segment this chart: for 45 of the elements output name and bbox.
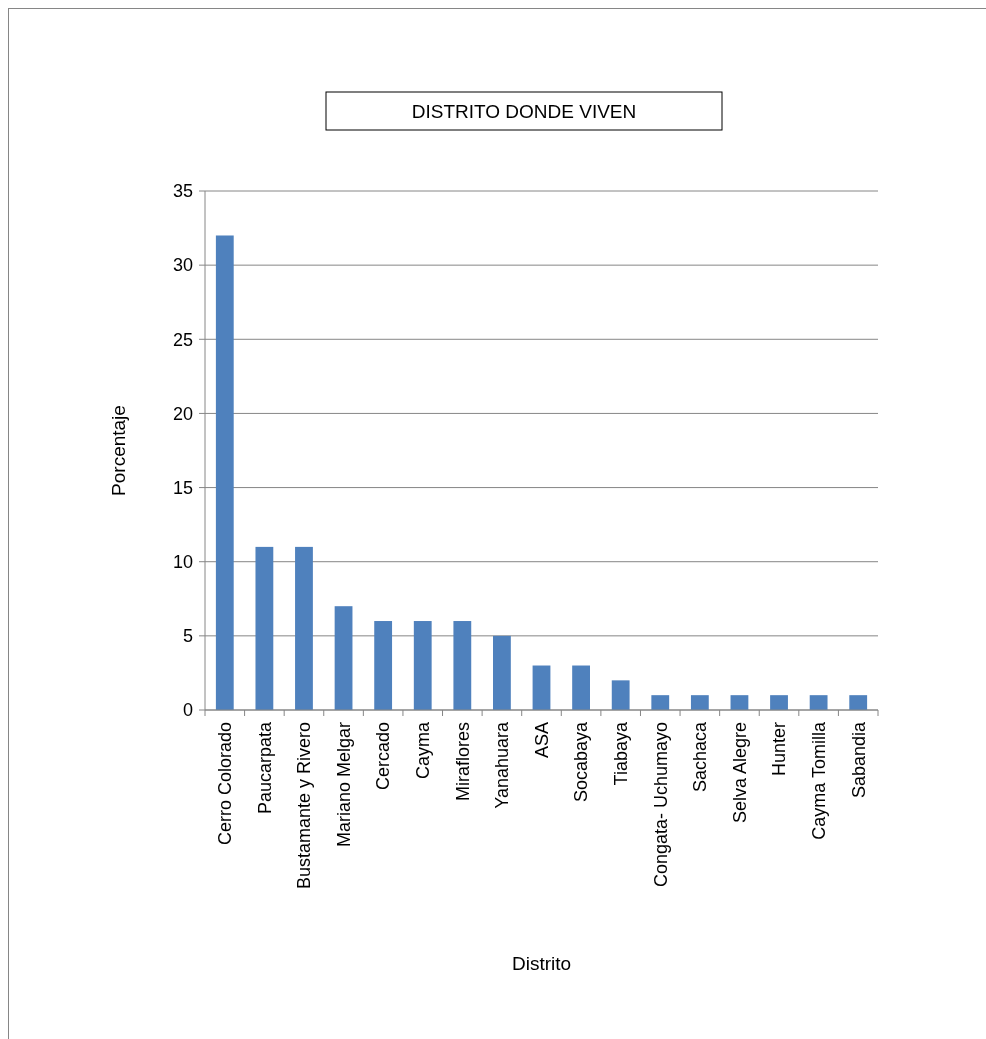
x-tick-label: Cerro Colorado: [215, 722, 236, 846]
x-tick-label: ASA: [531, 722, 552, 759]
bar: [255, 546, 274, 710]
x-tick-label: Mariano Melgar: [333, 722, 354, 848]
x-axis-title: Distrito: [511, 953, 572, 974]
bar: [730, 695, 749, 710]
bar: [809, 695, 828, 710]
chart-title: DISTRITO DONDE VIVEN: [411, 100, 637, 122]
x-tick-label: Tiabaya: [610, 721, 631, 786]
y-tick-label: 5: [182, 626, 193, 647]
x-tick-label: Hunter: [769, 722, 790, 777]
bar: [453, 621, 472, 710]
bar: [295, 546, 313, 710]
bar: [493, 635, 511, 710]
y-tick-label: 10: [172, 552, 193, 573]
y-tick-label: 0: [182, 700, 193, 721]
bar: [651, 695, 670, 710]
x-tick-label: Cayma: [413, 721, 434, 780]
bar: [374, 621, 393, 710]
x-tick-label: Selva Alegre: [729, 722, 750, 824]
y-tick-label: 30: [172, 255, 193, 276]
y-tick-label: 25: [172, 329, 193, 350]
bar: [611, 680, 630, 710]
bar: [334, 606, 353, 710]
bar: [532, 665, 551, 710]
y-tick-label: 20: [172, 403, 193, 424]
x-tick-label: Sachaca: [690, 721, 711, 793]
bar: [849, 695, 868, 710]
x-tick-label: Sabandia: [848, 721, 869, 799]
bar: [413, 621, 432, 710]
y-tick-label: 15: [172, 477, 193, 498]
bar: [572, 665, 590, 710]
y-tick-label: 35: [172, 181, 193, 202]
x-tick-label: Socabaya: [571, 721, 592, 803]
x-tick-label: Bustamante y Rivero: [294, 722, 315, 890]
x-tick-label: Cercado: [373, 722, 394, 791]
y-axis-title: Porcentaje: [108, 405, 129, 496]
bar: [690, 695, 709, 710]
bar: [770, 695, 788, 710]
bar: [215, 235, 234, 710]
x-tick-label: Congata- Uchumayo: [650, 722, 671, 888]
x-tick-label: Paucarpata: [254, 721, 275, 815]
x-tick-label: Cayma Tomilla: [808, 721, 829, 840]
x-tick-label: Yanahuara: [492, 721, 513, 809]
x-tick-label: Miraflores: [452, 722, 473, 802]
